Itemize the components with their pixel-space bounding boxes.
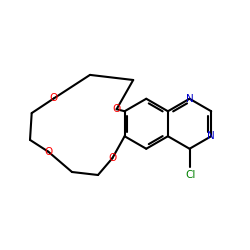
Text: Cl: Cl (185, 170, 196, 180)
Text: O: O (44, 147, 52, 157)
Text: O: O (108, 153, 116, 163)
Text: O: O (112, 104, 121, 114)
Text: O: O (50, 93, 58, 103)
Text: N: N (207, 131, 215, 141)
Text: N: N (186, 94, 194, 104)
